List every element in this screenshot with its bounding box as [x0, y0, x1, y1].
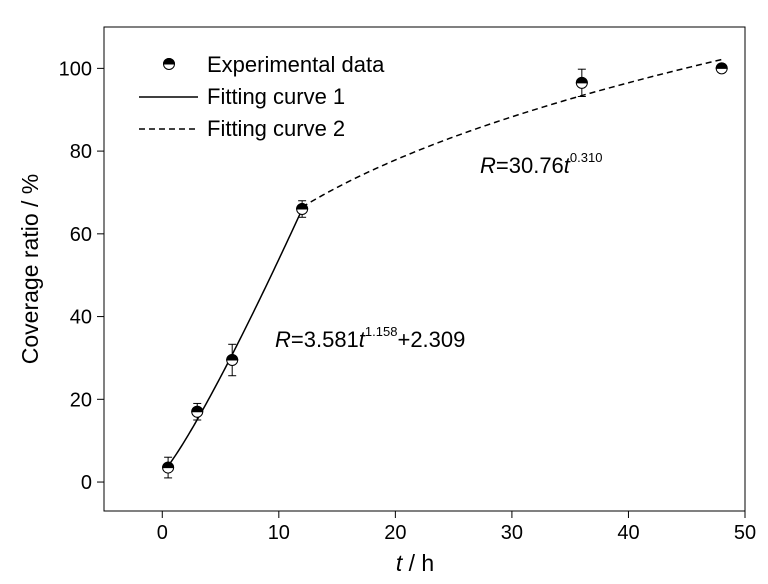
- equation-fit1-exponent: 1.158: [365, 324, 398, 339]
- fit-curve-2: [301, 58, 722, 208]
- legend-label-experimental: Experimental data: [207, 52, 385, 77]
- equation-fit1: R=3.581t1.158+2.309: [275, 324, 465, 352]
- data-point: [226, 343, 239, 377]
- y-tick-label: 0: [81, 472, 92, 494]
- data-points: [162, 62, 728, 479]
- y-tick-label: 80: [70, 141, 92, 163]
- x-tick-label: 0: [157, 522, 168, 544]
- x-tick-label: 50: [734, 522, 756, 544]
- y-tick-label: 100: [59, 58, 92, 80]
- equation-fit2-base: t: [564, 153, 571, 178]
- equation-fit1-var: R: [275, 327, 291, 352]
- x-tick-label: 30: [501, 522, 523, 544]
- x-axis-title-unit: / h: [402, 550, 434, 576]
- plot-frame: [103, 26, 746, 512]
- equation-fit2: R=30.76t0.310: [480, 150, 602, 178]
- x-tick-label: 20: [384, 522, 406, 544]
- fit-curves: [167, 58, 722, 467]
- x-tick-label: 10: [268, 522, 290, 544]
- x-tick-label: 40: [617, 522, 639, 544]
- legend-label-fit2: Fitting curve 2: [207, 116, 345, 141]
- equation-fit1-base: t: [359, 327, 366, 352]
- y-tick-label: 20: [70, 389, 92, 411]
- legend-marker-experimental: [162, 58, 176, 70]
- data-point: [575, 68, 588, 97]
- equation-fit2-var: R: [480, 153, 496, 178]
- data-point: [715, 62, 728, 75]
- y-tick-label: 40: [70, 307, 92, 329]
- fit-curve-1: [167, 208, 303, 467]
- equation-fit2-prefix: =30.76: [496, 153, 564, 178]
- legend-label-fit1: Fitting curve 1: [207, 84, 345, 109]
- legend: Experimental data Fitting curve 1 Fittin…: [139, 52, 385, 141]
- equation-fit1-prefix: =3.581: [291, 327, 359, 352]
- data-point: [296, 200, 309, 218]
- y-axis-title: Coverage ratio / %: [17, 174, 43, 364]
- data-point: [191, 402, 204, 421]
- axis-ticks: 0 10 20 30 40 50 0 20 40 60 80 100: [59, 58, 757, 544]
- y-tick-label: 60: [70, 224, 92, 246]
- equation-fit1-suffix: +2.309: [397, 327, 465, 352]
- x-axis-title: t / h: [396, 550, 434, 576]
- equation-fit2-exponent: 0.310: [570, 150, 603, 165]
- data-point: [162, 456, 175, 479]
- x-axis-title-var: t: [396, 550, 404, 576]
